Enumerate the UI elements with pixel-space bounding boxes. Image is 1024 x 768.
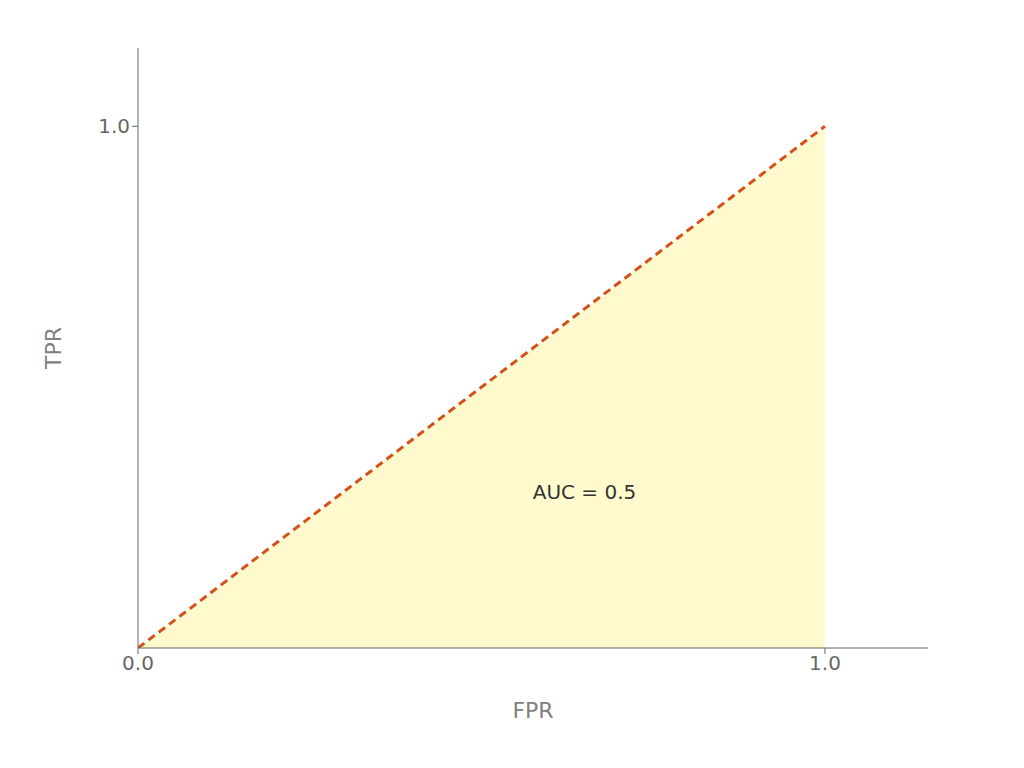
svg-text:1.0: 1.0 — [809, 651, 841, 675]
svg-text:FPR: FPR — [512, 698, 553, 723]
svg-text:TPR: TPR — [41, 327, 66, 370]
svg-text:1.0: 1.0 — [98, 114, 130, 138]
svg-text:AUC = 0.5: AUC = 0.5 — [533, 480, 637, 504]
svg-text:0.0: 0.0 — [122, 651, 154, 675]
